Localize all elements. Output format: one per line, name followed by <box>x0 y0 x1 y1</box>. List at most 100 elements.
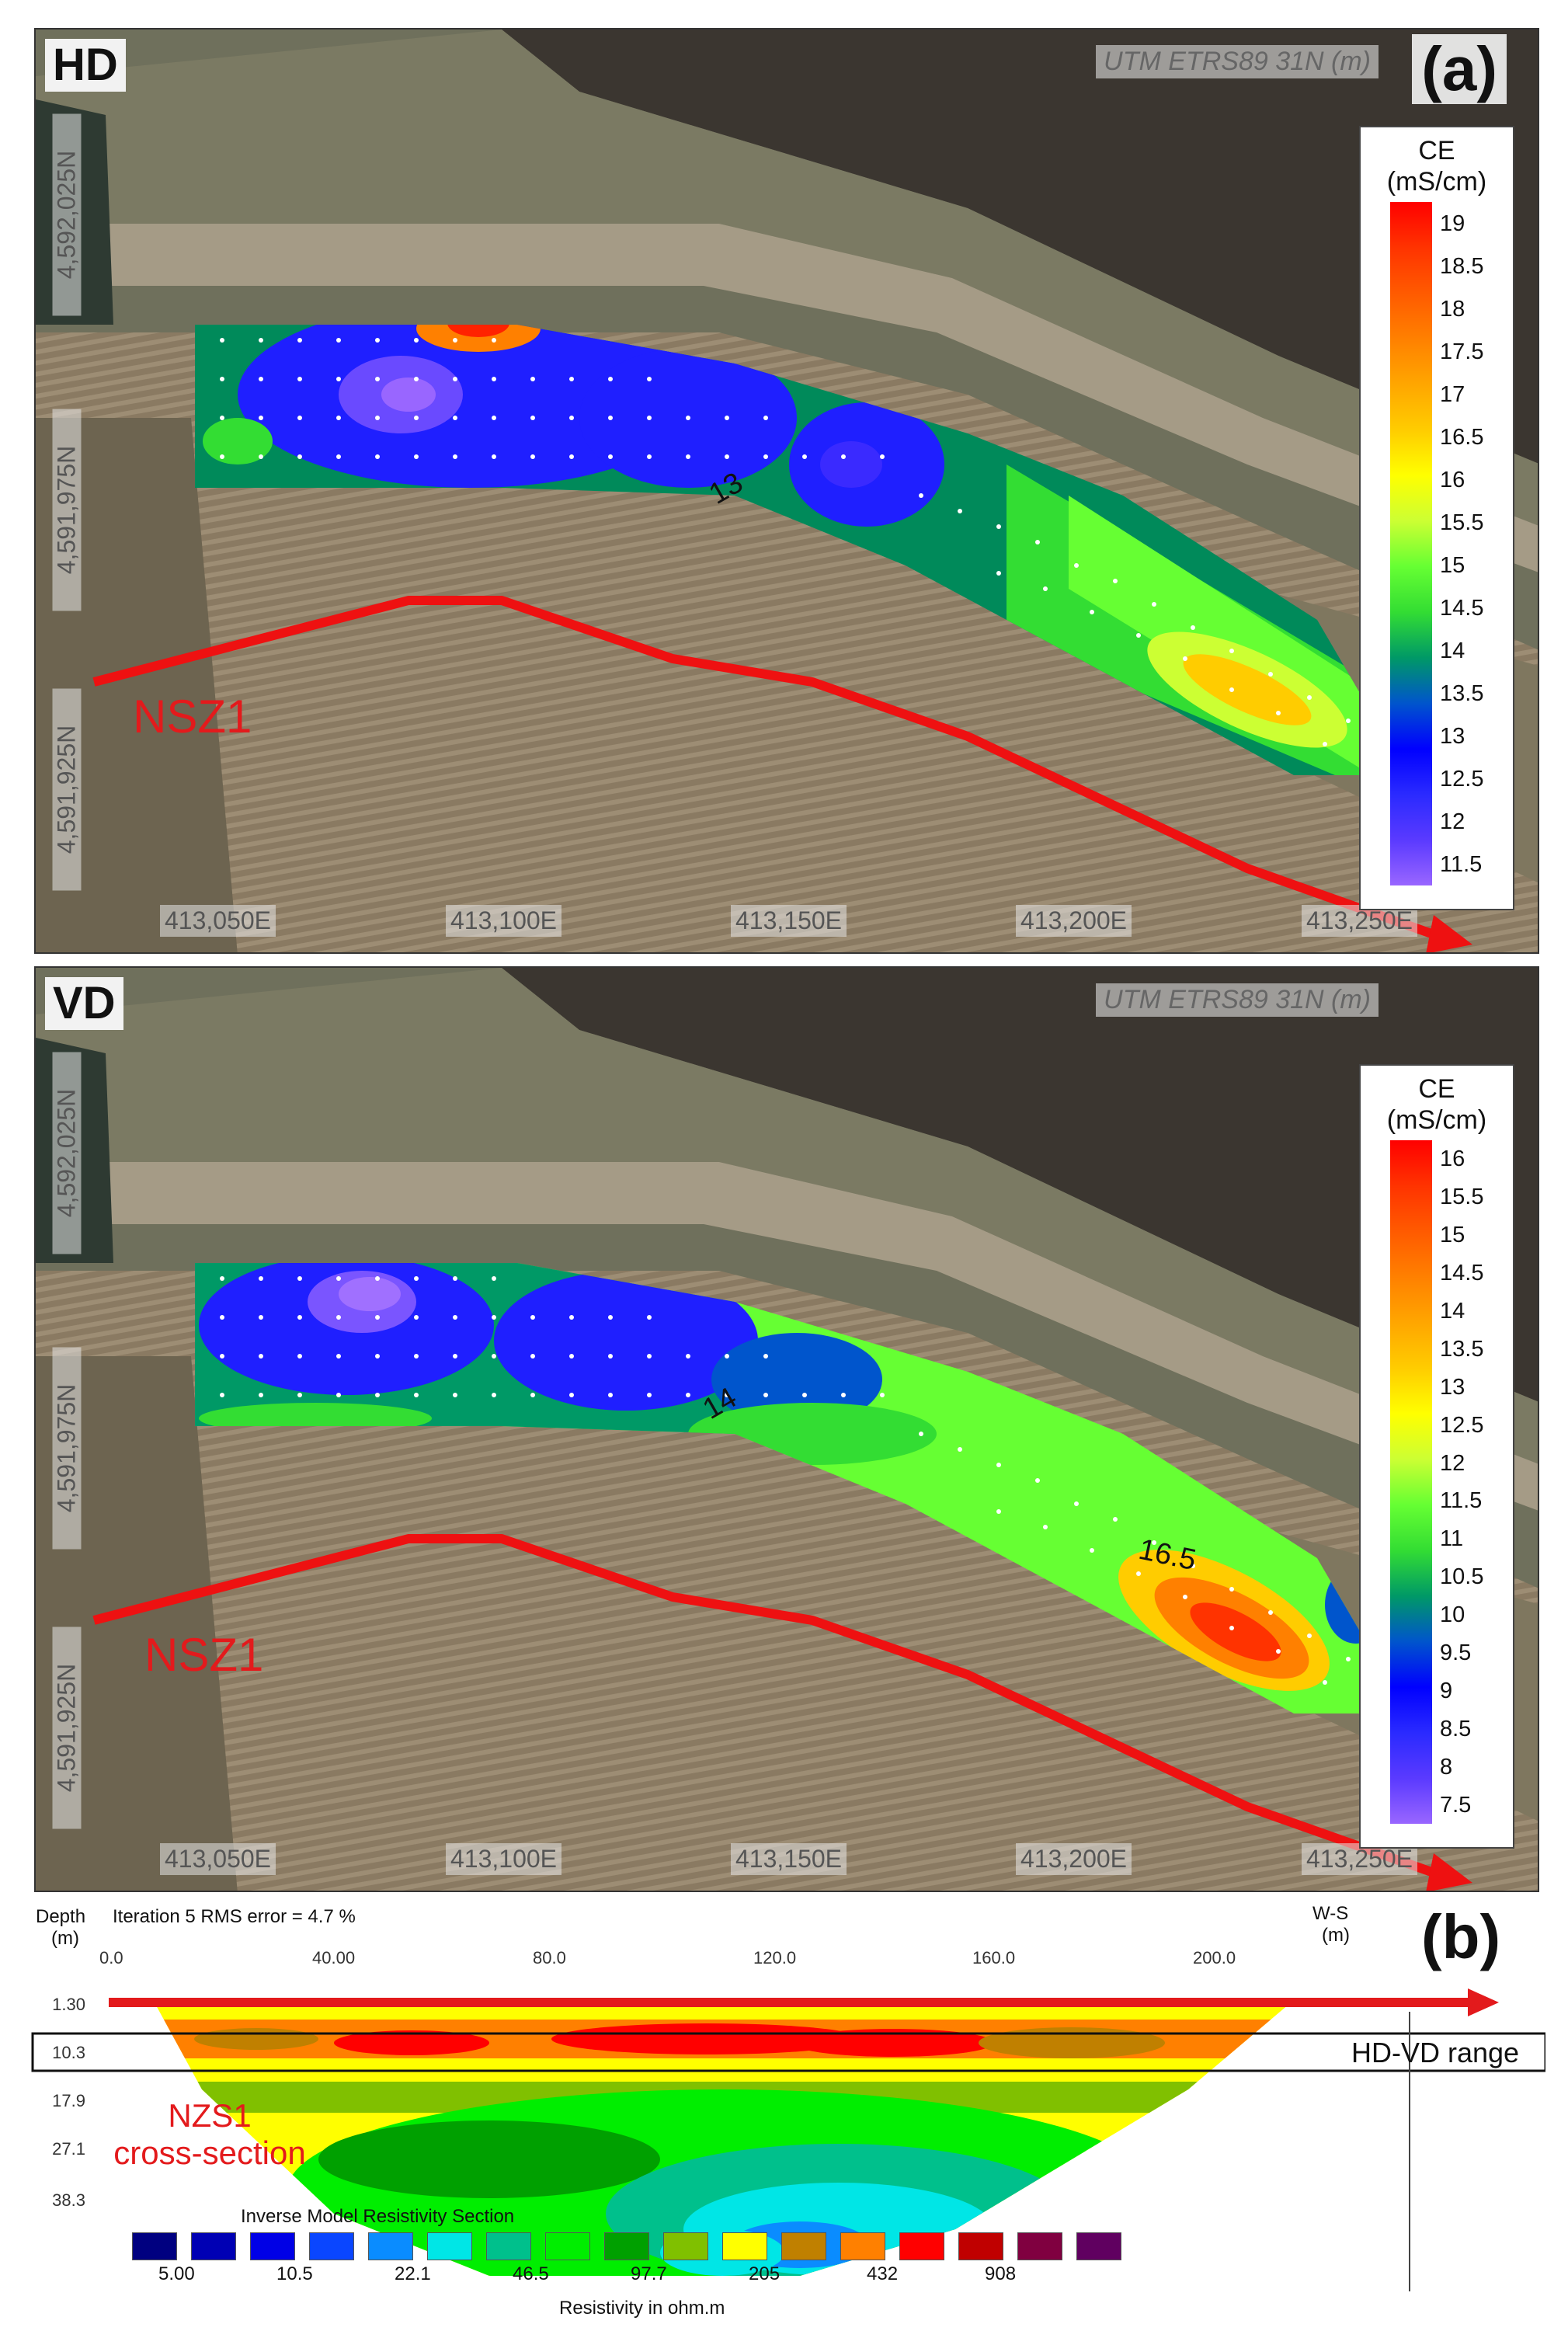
panel-tag: VD <box>45 977 123 1030</box>
resistivity-swatch-label: 908 <box>985 2263 1017 2284</box>
easting-label: 413,050E <box>160 1843 276 1875</box>
resistivity-swatch <box>486 2232 531 2260</box>
resistivity-swatch <box>132 2232 177 2260</box>
panel-letter: (a) <box>1412 34 1507 104</box>
direction-label: W-S <box>1312 1903 1349 1924</box>
legend-unit: (mS/cm) <box>1386 167 1487 197</box>
legend-tick-label: 15 <box>1440 1223 1465 1248</box>
legend-tick-label: 19 <box>1440 210 1465 236</box>
northing-label: 4,592,025N <box>52 113 82 316</box>
resistivity-swatch <box>427 2232 472 2260</box>
easting-label: 413,100E <box>446 905 562 937</box>
resistivity-swatch <box>781 2232 826 2260</box>
legend-tick-label: 11 <box>1440 1526 1464 1552</box>
easting-label: 413,100E <box>446 1843 562 1875</box>
depth-tick: 1.30 <box>52 1995 85 2014</box>
resistivity-swatch <box>250 2232 295 2260</box>
resistivity-swatch <box>368 2232 413 2260</box>
legend-tick-label: 18 <box>1440 296 1465 322</box>
northing-label: 4,592,025N <box>52 1052 82 1254</box>
cross-section-caption: cross-section <box>113 2134 306 2171</box>
vd-map-panel: VD UTM ETRS89 31N (m) NSZ1 14 16.5 4,592… <box>34 966 1539 1892</box>
legend-tick-label: 10.5 <box>1440 1564 1484 1590</box>
northing-label: 4,591,925N <box>52 1626 82 1829</box>
depth-tick: 10.3 <box>52 2043 85 2062</box>
ce-survey-surface <box>195 325 1372 775</box>
cross-section-name: NZS1 <box>168 2097 252 2134</box>
resistivity-swatch <box>309 2232 354 2260</box>
resistivity-swatch-label: 10.5 <box>276 2263 313 2284</box>
resistivity-swatch <box>722 2232 767 2260</box>
iteration-label: Iteration 5 RMS error = 4.7 % <box>113 1906 356 1927</box>
legend-tick-label: 11.5 <box>1440 851 1483 877</box>
resistivity-swatch <box>958 2232 1003 2260</box>
resistivity-swatch-label: 205 <box>749 2263 781 2284</box>
legend-tick-label: 16 <box>1440 1146 1465 1172</box>
legend-tick-label: 14 <box>1440 1299 1465 1324</box>
resistivity-cross-section: Depth (m) Iteration 5 RMS error = 4.7 % … <box>23 1903 1545 2322</box>
crs-label: UTM ETRS89 31N (m) <box>1096 983 1379 1017</box>
legend-tick-label: 8.5 <box>1440 1716 1472 1741</box>
legend-tick-label: 17 <box>1440 381 1465 407</box>
x-tick-label: 120.0 <box>753 1948 797 1967</box>
resistivity-swatch-label: 46.5 <box>513 2263 549 2284</box>
legend-tick-label: 9 <box>1440 1678 1453 1703</box>
legend-tick-label: 13.5 <box>1440 1336 1484 1362</box>
fault-label: NSZ1 <box>133 691 252 743</box>
easting-label: 413,150E <box>731 905 847 937</box>
hd-vd-range-label: HD-VD range <box>1351 2037 1520 2068</box>
depth-tick: 38.3 <box>52 2190 85 2210</box>
legend-tick-label: 16.5 <box>1440 424 1484 450</box>
depth-tick: 27.1 <box>52 2139 85 2159</box>
fault-trace-nsz1 <box>92 596 1472 952</box>
hd-map-panel: HD UTM ETRS89 31N (m) (a) NSZ1 13 4,592,… <box>34 28 1539 954</box>
ce-survey-surface <box>195 1263 1372 1713</box>
easting-label: 413,200E <box>1016 905 1132 937</box>
ce-legend: CE (mS/cm) 19 18.5 18 17.5 17 16.5 16 15.5 15 14.… <box>1359 126 1514 910</box>
panel-letter: (b) <box>1421 1902 1501 1971</box>
legend-tick-label: 13.5 <box>1440 680 1484 706</box>
resistivity-legend-title: Inverse Model Resistivity Section <box>241 2206 515 2227</box>
legend-title: CE <box>1418 136 1455 165</box>
depth-tick: 17.9 <box>52 2091 85 2110</box>
panel-tag: HD <box>45 39 126 92</box>
legend-tick-label: 13 <box>1440 723 1465 749</box>
legend-tick-label: 10 <box>1440 1602 1465 1628</box>
x-tick-label: 0.0 <box>99 1948 123 1967</box>
cross-section-label: NZS1 cross-section <box>109 2097 311 2172</box>
northing-label: 4,591,975N <box>52 1347 82 1550</box>
resistivity-swatch <box>840 2232 885 2260</box>
resistivity-swatch <box>604 2232 649 2260</box>
easting-label: 413,150E <box>731 1843 847 1875</box>
easting-label: 413,200E <box>1016 1843 1132 1875</box>
resistivity-unit: Resistivity in ohm.m <box>559 2298 725 2319</box>
resistivity-swatch-label: 432 <box>867 2263 899 2284</box>
crs-label: UTM ETRS89 31N (m) <box>1096 45 1379 78</box>
resistivity-swatch <box>545 2232 590 2260</box>
legend-tick-label: 18.5 <box>1440 253 1484 279</box>
legend-tick-label: 15.5 <box>1440 510 1484 535</box>
resistivity-swatch <box>899 2232 944 2260</box>
legend-tick-label: 15 <box>1440 552 1465 578</box>
x-tick-label: 160.0 <box>972 1948 1016 1967</box>
legend-tick-label: 14.5 <box>1440 595 1484 621</box>
legend-tick-label: 15.5 <box>1440 1185 1484 1210</box>
legend-tick-label: 13 <box>1440 1374 1465 1400</box>
resistivity-swatch <box>663 2232 708 2260</box>
depth-unit: (m) <box>51 1928 79 1949</box>
direction-unit: (m) <box>1322 1925 1350 1946</box>
x-tick-label: 80.0 <box>533 1948 566 1967</box>
legend-tick-label: 12 <box>1440 809 1465 834</box>
legend-unit: (mS/cm) <box>1386 1105 1487 1135</box>
legend-tick-label: 12.5 <box>1440 1412 1484 1438</box>
legend-tick-label: 17.5 <box>1440 339 1484 364</box>
legend-tick-label: 12.5 <box>1440 766 1484 791</box>
fault-trace-nsz1 <box>92 1534 1472 1891</box>
legend-title: CE <box>1418 1074 1455 1104</box>
northing-label: 4,591,925N <box>52 688 82 891</box>
legend-tick-label: 16 <box>1440 467 1465 492</box>
legend-tick-label: 8 <box>1440 1754 1453 1780</box>
legend-color-bar <box>1390 202 1432 885</box>
ce-legend: CE (mS/cm) 16 15.5 15 14.5 14 13.5 13 12.5 12 11.… <box>1359 1064 1514 1849</box>
easting-label: 413,250E <box>1302 905 1418 937</box>
